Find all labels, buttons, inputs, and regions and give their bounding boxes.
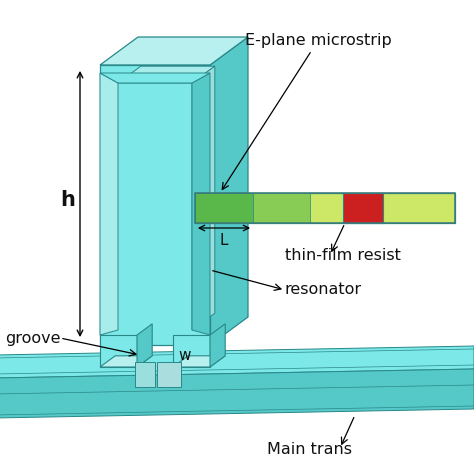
Text: L: L [220, 233, 228, 247]
Text: thin-film resist: thin-film resist [285, 247, 401, 263]
Polygon shape [118, 66, 215, 83]
Polygon shape [135, 362, 155, 387]
Polygon shape [192, 73, 210, 335]
Polygon shape [210, 324, 225, 367]
Polygon shape [253, 193, 310, 223]
Polygon shape [192, 66, 215, 330]
Polygon shape [100, 65, 210, 345]
Polygon shape [195, 193, 455, 223]
Text: groove: groove [5, 330, 61, 346]
Text: w: w [178, 347, 191, 363]
Polygon shape [195, 193, 253, 223]
Polygon shape [0, 369, 474, 418]
Polygon shape [343, 193, 383, 223]
Polygon shape [0, 346, 474, 378]
Polygon shape [173, 335, 210, 367]
Text: h: h [61, 190, 75, 210]
Text: Main trans: Main trans [267, 443, 353, 457]
Polygon shape [100, 73, 118, 335]
Text: resonator: resonator [285, 283, 362, 298]
Polygon shape [100, 37, 248, 65]
Polygon shape [100, 356, 152, 367]
Polygon shape [210, 37, 248, 345]
Polygon shape [157, 362, 181, 387]
Polygon shape [100, 335, 137, 367]
Polygon shape [100, 73, 210, 83]
Polygon shape [173, 356, 225, 367]
Text: E-plane microstrip: E-plane microstrip [222, 33, 392, 190]
Polygon shape [137, 324, 152, 367]
